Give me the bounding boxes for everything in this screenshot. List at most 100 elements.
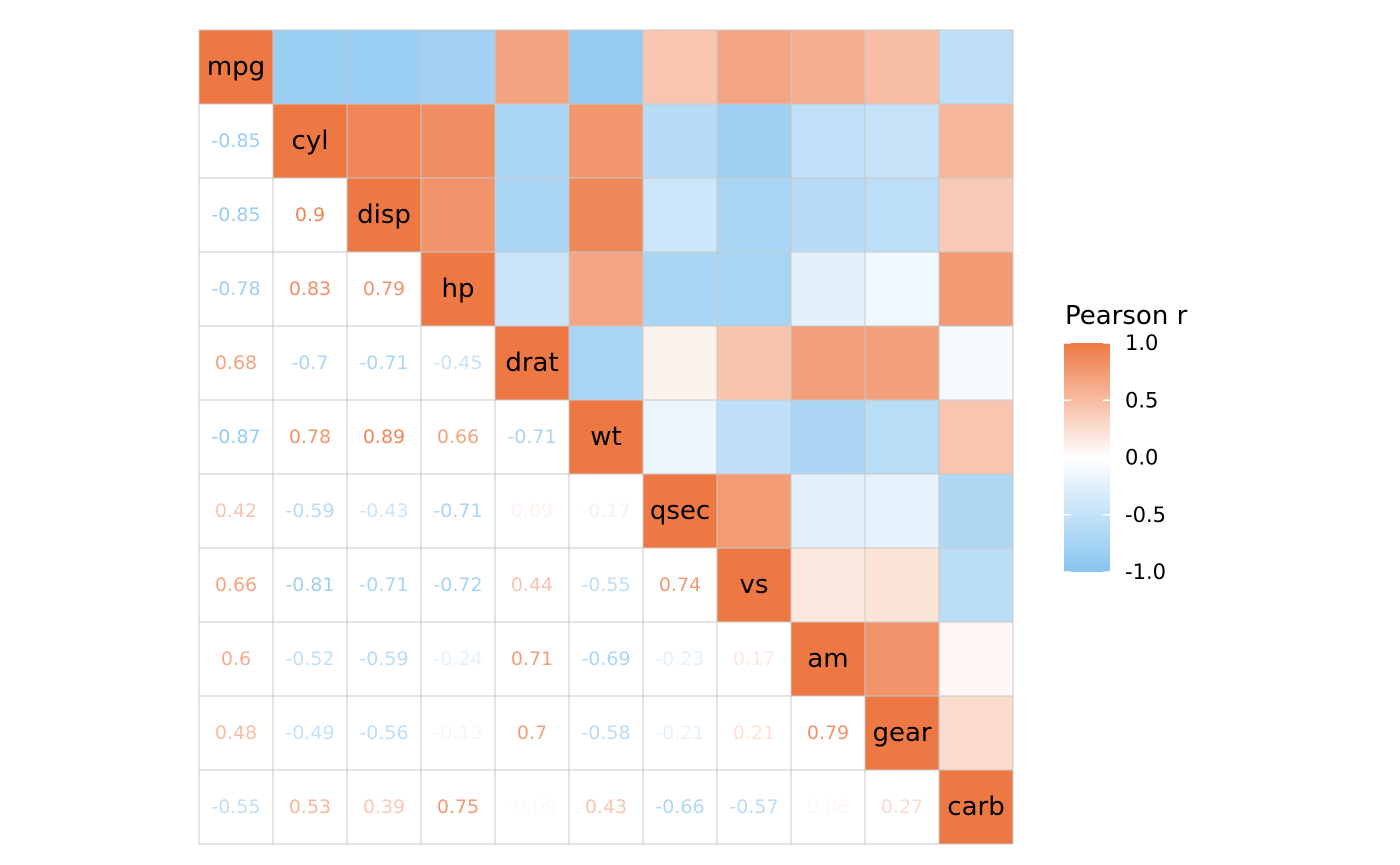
value-cell-gear-hp: [420, 695, 496, 771]
value-cell-carb-mpg: [198, 769, 274, 845]
variable-label-gear: gear: [872, 718, 931, 748]
correlation-value-label: 0.74: [659, 574, 701, 596]
correlation-value-label: 0.17: [733, 648, 775, 670]
heat-cell-mpg-cyl: [272, 29, 348, 105]
value-cell-gear-wt: [568, 695, 644, 771]
value-cell-disp-cyl: [272, 177, 348, 253]
value-cell-qsec-mpg: [198, 473, 274, 549]
variable-label-cyl: cyl: [292, 126, 329, 156]
heat-cell-mpg-carb: [938, 29, 1014, 105]
correlation-value-label: -0.78: [211, 278, 260, 300]
heat-cell-mpg-gear: [864, 29, 940, 105]
heat-cell-vs-carb: [938, 547, 1014, 623]
diagonal-cell-mpg: [198, 29, 274, 105]
value-cell-qsec-cyl: [272, 473, 348, 549]
correlation-value-label: -0.45: [433, 352, 482, 374]
heat-cell-qsec-gear: [864, 473, 940, 549]
heat-cell-disp-qsec: [642, 177, 718, 253]
heat-cell-hp-gear: [864, 251, 940, 327]
correlation-value-label: -0.52: [285, 648, 334, 670]
correlation-value-label: -0.13: [433, 722, 482, 744]
correlation-value-label: -0.7: [291, 352, 328, 374]
value-cell-gear-vs: [716, 695, 792, 771]
value-cell-carb-drat: [494, 769, 570, 845]
heat-cell-disp-drat: [494, 177, 570, 253]
variable-label-am: am: [807, 644, 848, 674]
diagonal-cell-gear: [864, 695, 940, 771]
value-cell-drat-cyl: [272, 325, 348, 401]
correlation-value-label: -0.59: [359, 648, 408, 670]
correlation-value-label: 0.66: [215, 574, 257, 596]
correlation-value-label: 0.42: [215, 500, 257, 522]
correlation-value-label: -0.43: [359, 500, 408, 522]
heat-cell-drat-gear: [864, 325, 940, 401]
heat-cell-disp-vs: [716, 177, 792, 253]
correlation-value-label: -0.56: [359, 722, 408, 744]
heat-cell-qsec-am: [790, 473, 866, 549]
heat-cell-mpg-disp: [346, 29, 422, 105]
heat-cell-disp-hp: [420, 177, 496, 253]
heat-cell-gear-carb: [938, 695, 1014, 771]
variable-label-mpg: mpg: [207, 52, 265, 82]
heat-cell-disp-gear: [864, 177, 940, 253]
value-cell-carb-am: [790, 769, 866, 845]
legend: Pearson r 1.0 0.5 0.0 -0.5 -1.0: [1064, 301, 1188, 584]
correlation-value-label: -0.55: [211, 796, 260, 818]
correlation-value-label: 0.9: [295, 204, 325, 226]
value-cell-gear-cyl: [272, 695, 348, 771]
heat-cell-hp-qsec: [642, 251, 718, 327]
diagonal-cell-carb: [938, 769, 1014, 845]
legend-tick-label: -1.0: [1125, 560, 1166, 584]
correlation-value-label: 0.89: [363, 426, 405, 448]
variable-label-vs: vs: [740, 570, 769, 600]
correlation-value-label: -0.71: [359, 574, 408, 596]
correlation-value-label: -0.17: [581, 500, 630, 522]
heat-cell-cyl-gear: [864, 103, 940, 179]
correlation-value-label: -0.71: [433, 500, 482, 522]
correlation-value-label: -0.71: [359, 352, 408, 374]
correlation-value-label: 0.78: [289, 426, 331, 448]
heat-cell-disp-carb: [938, 177, 1014, 253]
heat-cell-wt-am: [790, 399, 866, 475]
value-cell-am-disp: [346, 621, 422, 697]
value-cell-carb-hp: [420, 769, 496, 845]
variable-label-drat: drat: [505, 348, 558, 378]
heat-cell-am-gear: [864, 621, 940, 697]
diagonal-cell-wt: [568, 399, 644, 475]
legend-colorbar: [1064, 343, 1110, 572]
correlation-value-label: -0.59: [285, 500, 334, 522]
heat-cell-mpg-hp: [420, 29, 496, 105]
value-cell-wt-disp: [346, 399, 422, 475]
heat-cell-vs-gear: [864, 547, 940, 623]
heat-cell-mpg-qsec: [642, 29, 718, 105]
correlation-value-label: 0.75: [437, 796, 479, 818]
diagonal-cell-am: [790, 621, 866, 697]
value-cell-vs-qsec: [642, 547, 718, 623]
legend-tick-label: 0.0: [1125, 446, 1158, 470]
diagonal-cell-disp: [346, 177, 422, 253]
heat-cell-drat-carb: [938, 325, 1014, 401]
correlation-value-label: -0.23: [655, 648, 704, 670]
correlation-value-label: 0.71: [511, 648, 553, 670]
correlation-value-label: 0.79: [807, 722, 849, 744]
heat-cell-cyl-qsec: [642, 103, 718, 179]
correlation-value-label: 0.09: [511, 500, 553, 522]
correlation-value-label: 0.83: [289, 278, 331, 300]
heat-cell-hp-drat: [494, 251, 570, 327]
heat-cell-hp-wt: [568, 251, 644, 327]
variable-label-qsec: qsec: [650, 496, 710, 526]
heat-cell-qsec-carb: [938, 473, 1014, 549]
value-cell-wt-mpg: [198, 399, 274, 475]
correlation-value-label: 0.48: [215, 722, 257, 744]
value-cell-am-mpg: [198, 621, 274, 697]
correlation-value-label: -0.71: [507, 426, 556, 448]
value-cell-drat-hp: [420, 325, 496, 401]
correlation-value-label: -0.72: [433, 574, 482, 596]
heat-cell-drat-vs: [716, 325, 792, 401]
correlation-value-label: 0.7: [517, 722, 547, 744]
legend-title: Pearson r: [1065, 301, 1188, 331]
heat-cell-vs-am: [790, 547, 866, 623]
correlation-value-label: -0.87: [211, 426, 260, 448]
value-cell-cyl-mpg: [198, 103, 274, 179]
